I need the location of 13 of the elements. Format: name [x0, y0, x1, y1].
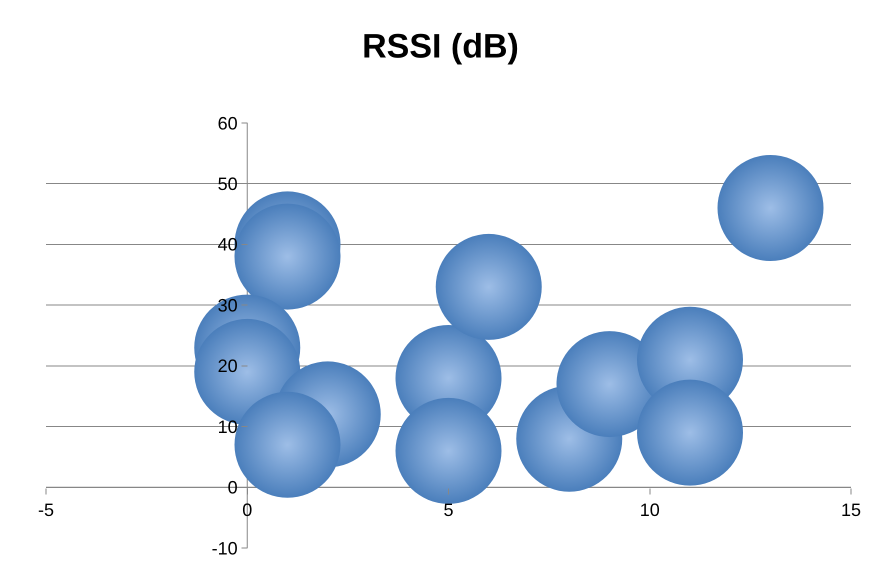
y-tick-label: -10 — [212, 538, 238, 558]
y-tick-label: 0 — [228, 478, 238, 498]
y-tick-label: 20 — [218, 356, 238, 376]
y-tick-label: 60 — [218, 113, 238, 134]
y-tick-label: 50 — [218, 174, 238, 194]
x-tick-label: 15 — [840, 500, 862, 520]
chart-title: RSSI (dB) — [362, 28, 519, 66]
y-tick-label: 30 — [218, 295, 238, 316]
x-tick-label: -5 — [38, 500, 54, 520]
x-tick-label: 0 — [242, 500, 252, 520]
x-tick-label: 5 — [443, 500, 454, 520]
y-tick-label: 10 — [218, 416, 238, 437]
x-tick-label: 10 — [640, 500, 660, 520]
